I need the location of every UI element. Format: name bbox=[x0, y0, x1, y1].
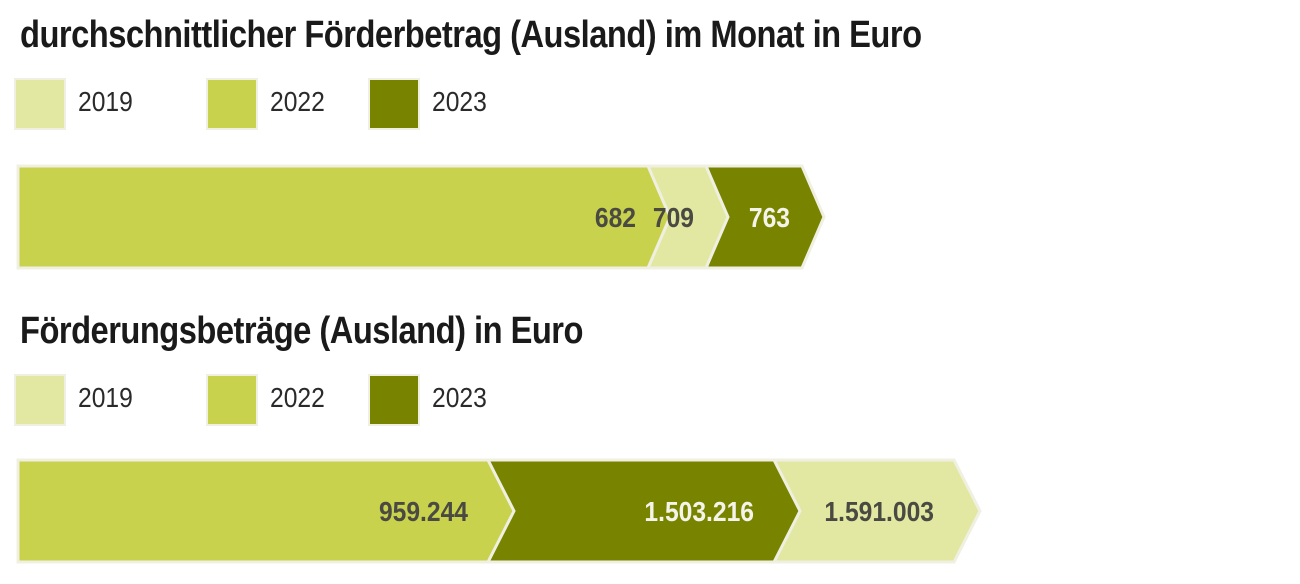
legend-label-2023: 2023 bbox=[432, 86, 487, 117]
legend-label-2022: 2022 bbox=[270, 86, 325, 117]
data-label-2022: 682 bbox=[595, 202, 636, 234]
legend-swatch-2019 bbox=[14, 78, 66, 130]
legend-label-2023: 2023 bbox=[432, 382, 487, 413]
chart-average-monthly-funding: durchschnittlicher Förderbetrag (Ausland… bbox=[0, 0, 1300, 290]
legend-swatch-2022 bbox=[206, 374, 258, 426]
bar-plot: 959.244 1.503.216 1.591.003 bbox=[16, 458, 982, 564]
bar-plot: 682 709 763 bbox=[16, 164, 826, 270]
legend: 2019 2022 2023 bbox=[14, 78, 714, 130]
legend-label-2019: 2019 bbox=[78, 86, 133, 117]
legend-swatch-2023 bbox=[368, 78, 420, 130]
legend: 2019 2022 2023 bbox=[14, 374, 714, 426]
legend-label-2019: 2019 bbox=[78, 382, 133, 413]
bar-segment-2022 bbox=[16, 458, 516, 564]
data-label-2023: 763 bbox=[749, 202, 790, 234]
bar-segment-2022 bbox=[16, 164, 672, 270]
data-label-2022: 959.244 bbox=[379, 496, 468, 528]
legend-swatch-2022 bbox=[206, 78, 258, 130]
data-label-2019: 1.591.003 bbox=[824, 496, 934, 528]
legend-swatch-2023 bbox=[368, 374, 420, 426]
chart-title: Förderungsbeträge (Ausland) in Euro bbox=[20, 310, 583, 352]
data-label-2019: 709 bbox=[653, 202, 694, 234]
chart-total-funding: Förderungsbeträge (Ausland) in Euro 2019… bbox=[0, 296, 1300, 584]
data-label-2023: 1.503.216 bbox=[644, 496, 754, 528]
chart-title: durchschnittlicher Förderbetrag (Ausland… bbox=[20, 14, 922, 56]
legend-swatch-2019 bbox=[14, 374, 66, 426]
legend-label-2022: 2022 bbox=[270, 382, 325, 413]
